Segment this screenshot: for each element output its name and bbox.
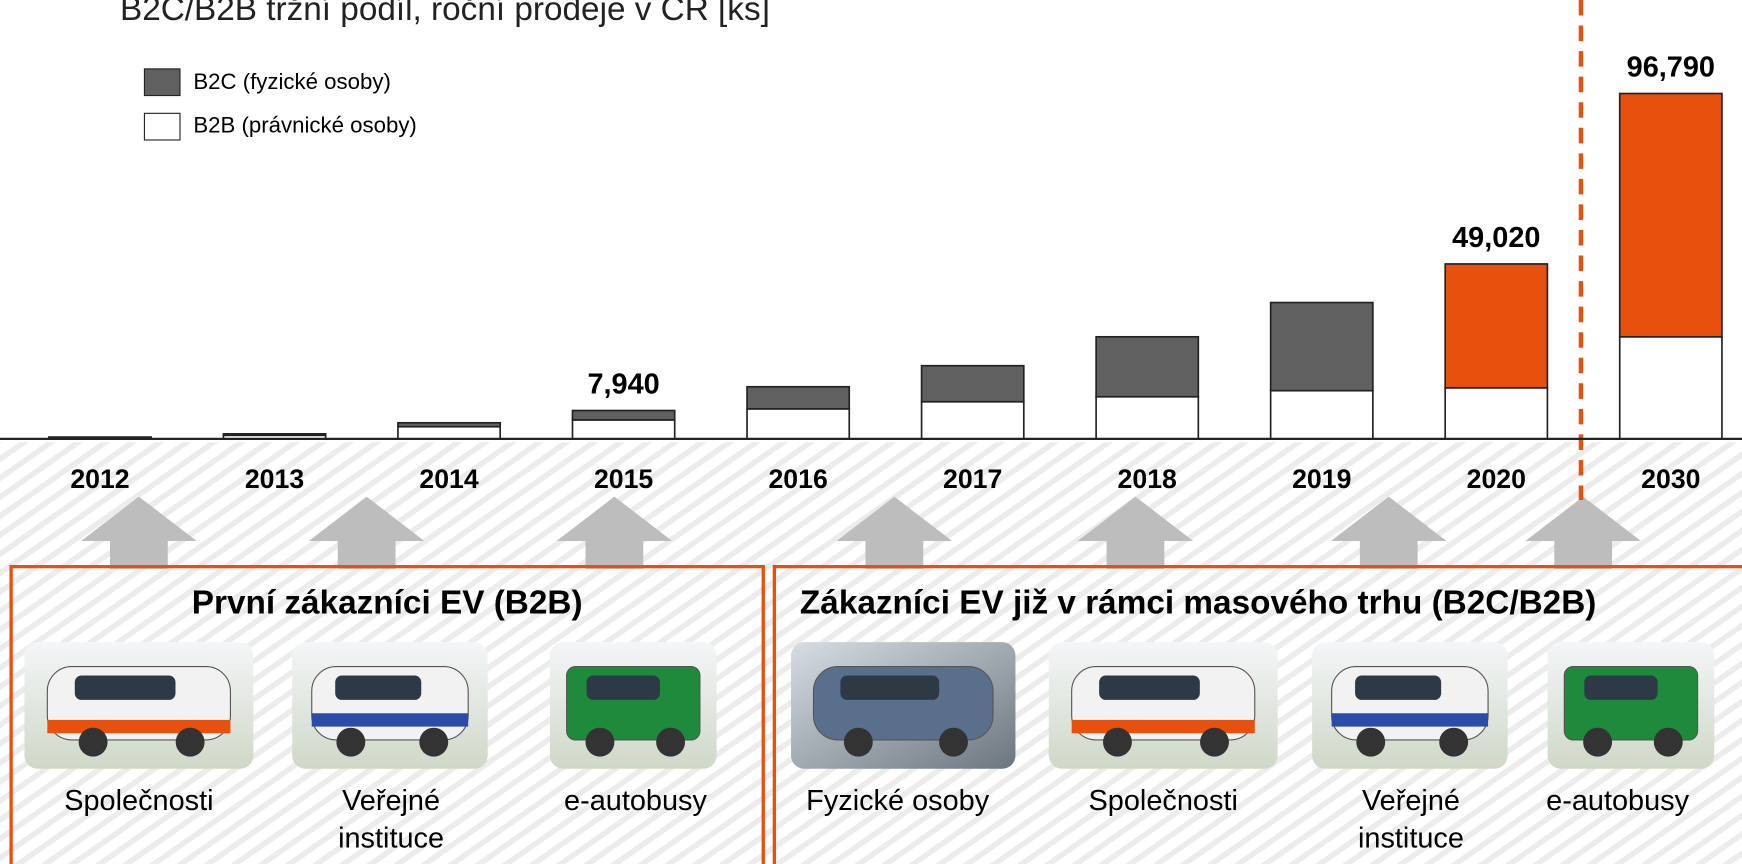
vehicle-wheel	[843, 727, 873, 757]
item-label: Veřejné instituce	[1357, 783, 1464, 855]
bar-segment	[1269, 389, 1374, 440]
vehicle-window	[1584, 675, 1658, 700]
item-label: e-autobusy	[1546, 783, 1690, 817]
vehicle-wheel	[78, 727, 108, 757]
x-tick-label: 2012	[70, 464, 129, 494]
vehicle-wheel	[1653, 727, 1683, 757]
vehicle-wheel	[1439, 727, 1469, 757]
arrow	[81, 496, 197, 569]
vehicle-window	[1355, 675, 1442, 700]
vehicle-picture	[292, 642, 488, 769]
total-label: 49,020	[1452, 222, 1540, 254]
x-tick-label: 2019	[1292, 464, 1351, 494]
pictures	[24, 642, 1715, 769]
x-tick-label: 2030	[1641, 464, 1700, 494]
total-label: 7,940	[587, 369, 659, 401]
vehicle-wheel	[175, 727, 205, 757]
bar-segment	[397, 425, 502, 440]
legend-label: B2C (fyzické osoby)	[193, 69, 391, 94]
item-label: e-autobusy	[564, 783, 707, 817]
vehicle-stripe	[47, 719, 231, 734]
vehicle-wheel	[585, 727, 615, 757]
vehicle-wheel	[1103, 727, 1132, 757]
x-tick-label: 2013	[245, 464, 304, 494]
item-label: Společnosti	[64, 783, 214, 817]
vehicle-stripe	[1331, 713, 1489, 727]
bar-segment	[397, 421, 502, 428]
vehicle-picture	[791, 642, 1016, 769]
bar-segment	[746, 408, 851, 440]
bar-segment	[222, 433, 327, 437]
vehicle-window	[840, 675, 940, 700]
legend-swatch	[143, 112, 181, 141]
x-tick-label: 2015	[594, 464, 653, 494]
bar-segment	[1269, 301, 1374, 392]
x-tick-label: 2018	[1118, 464, 1177, 494]
legend: B2C (fyzické osoby) B2B (právnické osoby…	[143, 68, 417, 141]
bar-segment	[920, 364, 1025, 403]
vehicle-picture	[549, 642, 717, 769]
item-label: Veřejné instituce	[338, 783, 445, 855]
bar-segment	[1618, 335, 1723, 440]
x-tick-label: 2020	[1467, 464, 1526, 494]
vehicle-picture	[24, 642, 254, 769]
vehicle-wheel	[336, 727, 366, 757]
item-label: Společnosti	[1088, 783, 1238, 817]
panel-frame	[9, 564, 765, 864]
legend-label: B2B (právnické osoby)	[193, 113, 417, 138]
bar-segment	[1095, 335, 1200, 398]
vehicle-window	[586, 675, 660, 700]
bar-segment	[1095, 395, 1200, 440]
vehicle-wheel	[656, 727, 686, 757]
vehicle-stripe	[311, 713, 469, 727]
x-tick-label: 2016	[768, 464, 827, 494]
legend-swatch	[143, 68, 181, 97]
arrow	[1525, 496, 1641, 569]
bar-segment	[746, 385, 851, 410]
panel-title: První zákazníci EV (B2B)	[191, 584, 583, 622]
vehicle-picture	[1312, 642, 1508, 769]
vehicle-stripe	[1071, 719, 1255, 734]
vehicle-window	[1099, 675, 1200, 700]
bar-segment	[1444, 386, 1549, 440]
arrow	[1330, 496, 1447, 569]
bar-segment	[1444, 263, 1549, 389]
vehicle-window	[335, 675, 422, 700]
bar-segment	[48, 436, 152, 439]
vehicle-wheel	[419, 727, 449, 757]
vehicle-picture	[1048, 642, 1278, 769]
arrow	[556, 496, 673, 569]
item-label: Fyzické osoby	[806, 783, 990, 817]
vehicle-wheel	[1356, 727, 1386, 757]
total-label: 96,790	[1627, 52, 1715, 84]
panel-frame	[772, 564, 1742, 864]
vehicle-wheel	[1200, 727, 1229, 757]
vehicle-window	[74, 675, 176, 700]
vehicle-wheel	[939, 727, 968, 757]
vehicle-picture	[1547, 642, 1715, 769]
bar-segment	[920, 400, 1025, 440]
vehicle-wheel	[1583, 727, 1613, 757]
x-tick-label: 2014	[419, 464, 478, 494]
panel-frames	[9, 564, 1742, 864]
bar-segment	[571, 409, 676, 421]
bar-segment	[571, 419, 676, 440]
chart-title: B2C/B2B tržní podíl, roční prodeje v ČR …	[120, 0, 770, 28]
x-tick-label: 2017	[943, 464, 1002, 494]
panel-title: Zákazníci EV již v rámci masového trhu (…	[799, 584, 1597, 622]
bar-segment	[1618, 92, 1723, 338]
